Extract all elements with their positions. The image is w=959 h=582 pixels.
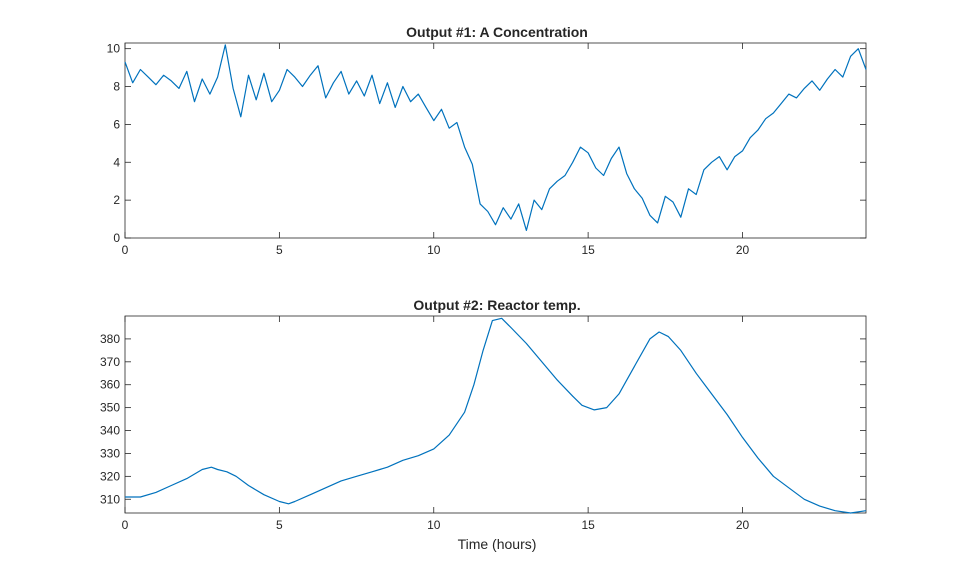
x-axis-ticks: 0 5 10 15 20 — [122, 316, 750, 532]
y-tick-label: 10 — [107, 42, 121, 56]
axes-reactor-temp: Output #2: Reactor temp. 0 5 10 15 20 310 320… — [100, 297, 867, 552]
line-series-marks — [125, 317, 867, 514]
line-series-marks — [124, 44, 867, 231]
x-tick-label: 0 — [122, 518, 129, 532]
series-line-1 — [124, 44, 867, 231]
chart-title: Output #1: A Concentration — [406, 24, 588, 40]
y-axis-ticks: 310 320 330 340 350 360 370 380 — [100, 332, 866, 506]
chart-title: Output #2: Reactor temp. — [413, 297, 580, 313]
x-tick-label: 5 — [276, 518, 283, 532]
plot-area — [124, 42, 867, 239]
x-tick-label: 5 — [276, 243, 283, 257]
y-tick-label: 310 — [100, 492, 120, 506]
x-axis-ticks: 0 5 10 15 20 — [122, 43, 750, 257]
y-tick-label: 370 — [100, 355, 120, 369]
x-tick-label: 20 — [736, 243, 750, 257]
y-tick-label: 6 — [113, 117, 120, 131]
y-tick-label: 380 — [100, 332, 120, 346]
x-tick-label: 10 — [427, 243, 441, 257]
x-tick-label: 0 — [122, 243, 129, 257]
y-tick-label: 4 — [113, 155, 120, 169]
y-tick-label: 320 — [100, 469, 120, 483]
x-tick-label: 20 — [736, 518, 750, 532]
y-tick-label: 330 — [100, 446, 120, 460]
x-tick-label: 15 — [581, 518, 595, 532]
y-tick-label: 2 — [113, 193, 120, 207]
x-axis-label: Time (hours) — [458, 536, 537, 552]
plot-area — [124, 315, 867, 514]
y-axis-ticks: 0 2 4 6 8 10 — [107, 42, 866, 245]
x-tick-label: 15 — [581, 243, 595, 257]
y-tick-label: 0 — [113, 231, 120, 245]
x-tick-label: 10 — [427, 518, 441, 532]
y-tick-label: 350 — [100, 401, 120, 415]
y-tick-label: 340 — [100, 424, 120, 438]
y-tick-label: 8 — [113, 80, 120, 94]
axes-concentration: Output #1: A Concentration 0 5 10 15 20 0 2 4 6… — [107, 24, 867, 257]
y-tick-label: 360 — [100, 378, 120, 392]
series-line-1 — [125, 317, 867, 514]
